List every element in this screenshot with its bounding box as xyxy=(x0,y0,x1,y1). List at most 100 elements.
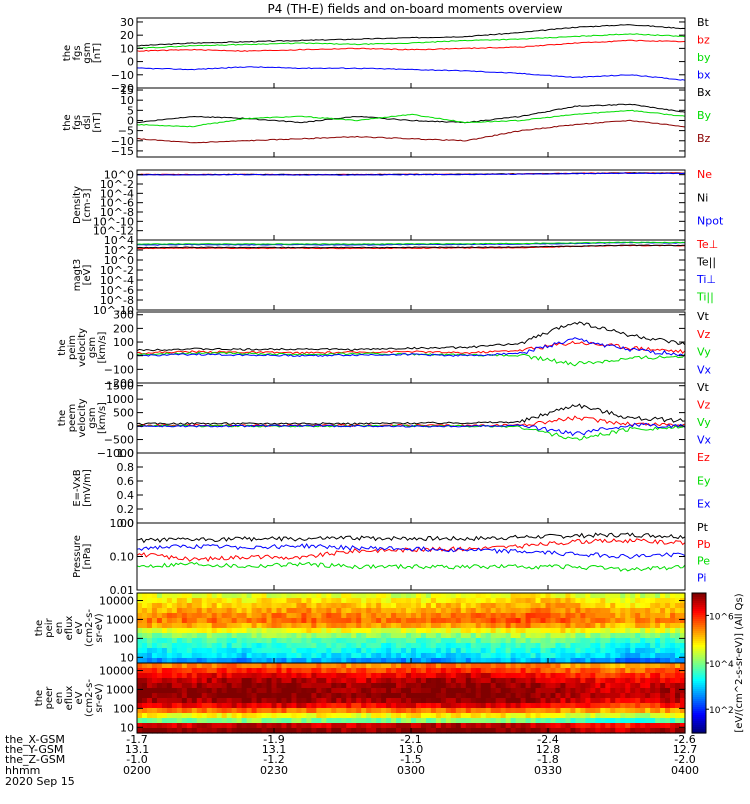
heatmap-cell xyxy=(665,728,671,734)
heatmap-cell xyxy=(665,673,671,679)
heatmap-cell xyxy=(495,708,502,714)
heatmap-cell xyxy=(316,673,322,679)
heatmap-cell xyxy=(256,603,263,609)
heatmap-cell xyxy=(555,713,562,719)
heatmap-cell xyxy=(156,683,163,689)
heatmap-cell xyxy=(625,608,631,614)
heatmap-cell xyxy=(316,648,322,654)
heatmap-cell xyxy=(276,713,283,719)
heatmap-cell xyxy=(565,678,572,684)
y-tick-label: 0.10 xyxy=(110,551,135,564)
heatmap-cell xyxy=(211,628,218,634)
heatmap-cell xyxy=(316,668,322,674)
heatmap-cell xyxy=(246,708,253,714)
heatmap-cell xyxy=(396,653,402,659)
heatmap-cell xyxy=(565,688,572,694)
heatmap-cell xyxy=(460,688,467,694)
heatmap-cell xyxy=(186,713,193,719)
heatmap-cell xyxy=(226,623,233,629)
footer-x-value: -2.4 xyxy=(537,733,558,746)
series-line-vz xyxy=(136,340,686,355)
heatmap-cell xyxy=(535,713,542,719)
heatmap-cell xyxy=(420,618,427,624)
heatmap-cell xyxy=(575,663,581,669)
heatmap-cell xyxy=(291,673,298,679)
heatmap-cell xyxy=(216,688,223,694)
heatmap-cell xyxy=(226,628,233,634)
heatmap-cell xyxy=(226,598,233,604)
y-tick-label: 100 xyxy=(113,336,134,349)
heatmap-cell xyxy=(141,653,148,659)
heatmap-cell xyxy=(605,673,611,679)
heatmap-cell xyxy=(670,593,676,599)
heatmap-cell xyxy=(680,713,686,719)
heatmap-cell xyxy=(585,693,591,699)
heatmap-cell xyxy=(565,643,572,649)
heatmap-cell xyxy=(470,718,477,724)
series-line-by xyxy=(136,33,686,49)
heatmap-cell xyxy=(460,623,467,629)
heatmap-cell xyxy=(331,728,337,734)
heatmap-cell xyxy=(570,598,576,604)
heatmap-cell xyxy=(510,713,517,719)
heatmap-cell xyxy=(301,668,307,674)
heatmap-cell xyxy=(281,618,288,624)
heatmap-cell xyxy=(321,598,327,604)
heatmap-cell xyxy=(306,673,312,679)
heatmap-cell xyxy=(600,628,606,634)
heatmap-cell xyxy=(216,623,223,629)
panel-3-ylabel-line: Density xyxy=(72,186,83,224)
heatmap-cell xyxy=(545,723,552,729)
heatmap-cell xyxy=(166,693,173,699)
heatmap-cell xyxy=(590,688,596,694)
heatmap-cell xyxy=(296,618,302,624)
heatmap-cell xyxy=(525,693,532,699)
heatmap-cell xyxy=(191,698,198,704)
heatmap-cell xyxy=(206,613,213,619)
heatmap-cell xyxy=(490,593,497,599)
heatmap-cell xyxy=(241,668,248,674)
heatmap-cell xyxy=(341,688,347,694)
heatmap-cell xyxy=(411,688,417,694)
heatmap-cell xyxy=(271,608,278,614)
heatmap-cell xyxy=(341,658,347,664)
heatmap-cell xyxy=(490,708,497,714)
heatmap-cell xyxy=(201,623,208,629)
heatmap-cell xyxy=(341,668,347,674)
heatmap-cell xyxy=(291,663,298,669)
heatmap-cell xyxy=(166,673,173,679)
heatmap-cell xyxy=(485,633,492,639)
heatmap-cell xyxy=(415,628,422,634)
heatmap-cell xyxy=(161,643,168,649)
heatmap-cell xyxy=(146,648,153,654)
heatmap-cell xyxy=(271,653,278,659)
heatmap-cell xyxy=(665,688,671,694)
colorbar-swatch xyxy=(692,721,706,724)
panel-10-ylabel-line: (cm2-s- xyxy=(84,679,95,717)
heatmap-cell xyxy=(630,643,636,649)
heatmap-cell xyxy=(321,633,327,639)
heatmap-cell xyxy=(166,728,173,734)
heatmap-cell xyxy=(281,628,288,634)
heatmap-cell xyxy=(386,593,392,599)
legend-label: by xyxy=(697,51,711,64)
heatmap-cell xyxy=(176,683,183,689)
footer-label-y: the_Y-GSM xyxy=(5,743,63,756)
heatmap-cell xyxy=(161,633,168,639)
heatmap-cell xyxy=(241,713,248,719)
colorbar-swatch xyxy=(692,647,706,650)
heatmap-cell xyxy=(266,638,273,644)
heatmap-cell xyxy=(635,663,641,669)
heatmap-cell xyxy=(600,723,606,729)
heatmap-cell xyxy=(680,618,686,624)
heatmap-cell xyxy=(151,718,158,724)
heatmap-cell xyxy=(236,603,243,609)
heatmap-cell xyxy=(440,683,447,689)
heatmap-cell xyxy=(560,653,567,659)
heatmap-cell xyxy=(386,713,392,719)
heatmap-cell xyxy=(550,613,557,619)
heatmap-cell xyxy=(590,658,596,664)
heatmap-cell xyxy=(181,633,188,639)
heatmap-cell xyxy=(301,713,307,719)
heatmap-cell xyxy=(386,673,392,679)
